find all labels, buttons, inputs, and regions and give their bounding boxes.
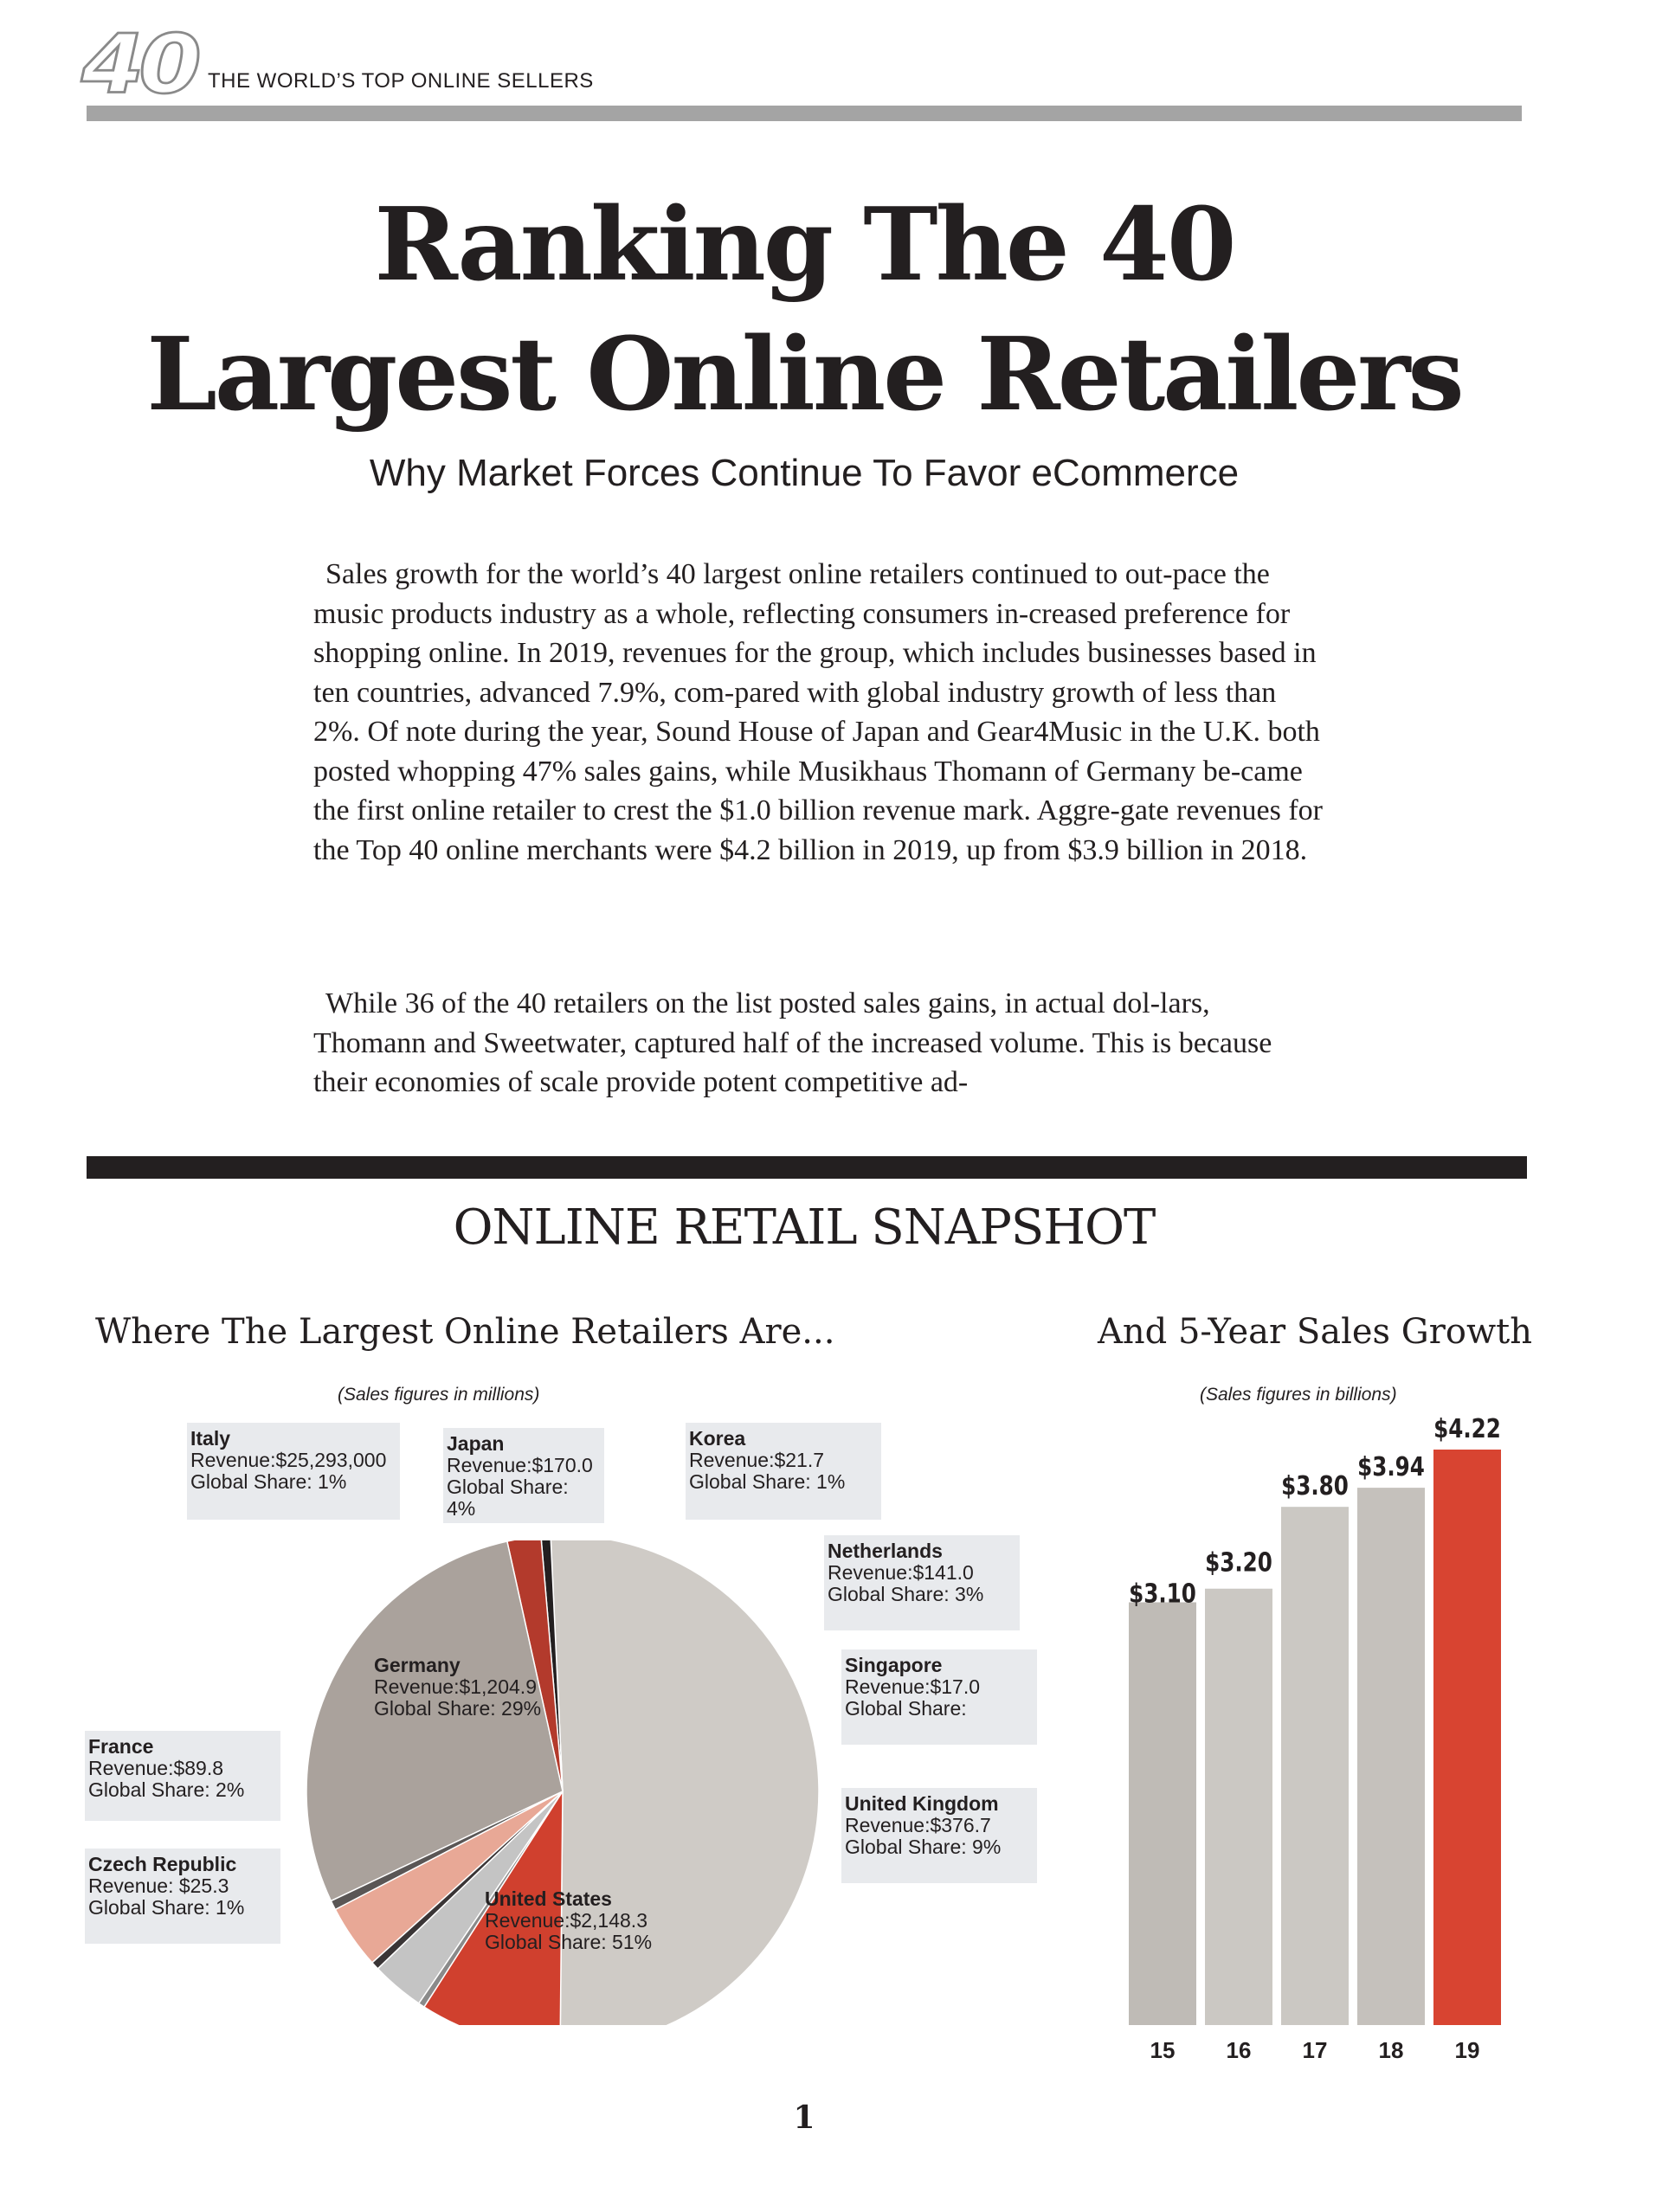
header-rule	[87, 106, 1522, 121]
country-share: Global Share: 1%	[88, 1896, 245, 1919]
bar-value-label: $3.80	[1281, 1472, 1349, 1501]
article-paragraph: While 36 of the 40 retailers on the list…	[313, 987, 1272, 1098]
country-share: Global Share: 2%	[88, 1778, 245, 1801]
country-revenue: Revenue:$141.0	[828, 1561, 974, 1584]
bar-units-note: (Sales figures in billions)	[1200, 1385, 1397, 1405]
snapshot-title: ONLINE RETAIL SNAPSHOT	[453, 1199, 1156, 1256]
section-label: THE WORLD’S TOP ONLINE SELLERS	[208, 69, 594, 93]
title-line-2: Largest Online Retailers	[146, 316, 1464, 434]
sales-growth-bar-chart: $3.10 15 $3.20 16 $3.80 17 $3.94 18 $4.22 19	[1129, 1415, 1501, 2060]
article-paragraph: Sales growth for the world’s 40 largest …	[313, 558, 1323, 866]
title-line-1: Ranking The 40	[374, 186, 1236, 304]
country-name: France	[88, 1735, 154, 1758]
country-pie-chart	[306, 1540, 820, 2025]
x-tick-label: 16	[1227, 2037, 1252, 2060]
pie-slice-united-states	[550, 1540, 820, 2025]
bar-17	[1281, 1507, 1349, 2025]
country-share: Global Share:	[845, 1697, 967, 1720]
top-40-logo: 40	[81, 16, 203, 112]
bar-15	[1129, 1602, 1196, 2025]
pie-slice-germany	[306, 1540, 564, 1902]
country-share: Global Share: 1%	[190, 1470, 347, 1493]
x-tick-label: 17	[1303, 2037, 1328, 2060]
country-box-france: France Revenue:$89.8 Global Share: 2%	[85, 1731, 280, 1821]
country-share: Global Share: 51%	[485, 1931, 653, 1953]
country-box-singapore: Singapore Revenue:$17.0 Global Share:	[841, 1649, 1037, 1745]
country-label-germany: Germany Revenue:$1,204.9 Global Share: 2…	[370, 1649, 561, 1739]
country-revenue: Revenue:$25,293,000	[190, 1449, 387, 1471]
bar-value-label: $3.20	[1205, 1548, 1272, 1578]
country-revenue: Revenue:$1,204.9	[374, 1675, 537, 1698]
country-name: United States	[485, 1887, 612, 1910]
x-tick-label: 15	[1150, 2037, 1176, 2060]
country-box-korea: Korea Revenue:$21.7 Global Share: 1%	[686, 1423, 881, 1520]
country-name: Japan	[447, 1432, 505, 1455]
page-title: Ranking The 40 Largest Online Retailers	[0, 180, 1608, 440]
country-revenue: Revenue: $25.3	[88, 1874, 229, 1897]
country-name: Netherlands	[828, 1540, 943, 1562]
country-name: Korea	[689, 1427, 746, 1450]
country-name: Czech Republic	[88, 1853, 237, 1875]
pie-heading: Where The Largest Online Retailers Are..…	[95, 1312, 835, 1352]
country-box-japan: Japan Revenue:$170.0 Global Share: 4%	[443, 1428, 604, 1523]
bar-19	[1433, 1450, 1501, 2025]
country-name: United Kingdom	[845, 1792, 999, 1815]
bar-18	[1357, 1488, 1425, 2025]
country-box-uk: United Kingdom Revenue:$376.7 Global Sha…	[841, 1788, 1037, 1883]
pie-slice-united-kingdom	[423, 1789, 564, 2025]
country-share: Global Share: 4%	[447, 1476, 569, 1520]
country-box-netherlands: Netherlands Revenue:$141.0 Global Share:…	[824, 1535, 1020, 1630]
bar-value-label: $3.10	[1129, 1579, 1196, 1609]
page-number: 1	[793, 2099, 815, 2136]
country-share: Global Share: 9%	[845, 1836, 1002, 1858]
bar-value-label: $4.22	[1433, 1415, 1501, 1444]
country-share: Global Share: 29%	[374, 1697, 542, 1720]
country-revenue: Revenue:$21.7	[689, 1449, 825, 1471]
country-revenue: Revenue:$17.0	[845, 1675, 981, 1698]
country-box-italy: Italy Revenue:$25,293,000 Global Share: …	[187, 1423, 400, 1520]
country-name: Germany	[374, 1654, 461, 1676]
country-revenue: Revenue:$376.7	[845, 1814, 991, 1836]
bar-heading: And 5-Year Sales Growth	[1098, 1312, 1533, 1352]
country-box-czech-republic: Czech Republic Revenue: $25.3 Global Sha…	[85, 1849, 280, 1944]
snapshot-rule	[87, 1156, 1527, 1179]
country-share: Global Share: 1%	[689, 1470, 846, 1493]
pie-units-note: (Sales figures in millions)	[338, 1385, 540, 1405]
country-label-united-states: United States Revenue:$2,148.3 Global Sh…	[481, 1883, 672, 1973]
country-revenue: Revenue:$2,148.3	[485, 1909, 647, 1932]
x-tick-label: 19	[1455, 2037, 1480, 2060]
country-share: Global Share: 3%	[828, 1583, 984, 1605]
bar-value-label: $3.94	[1357, 1453, 1425, 1482]
country-name: Italy	[190, 1427, 231, 1450]
bar-16	[1205, 1588, 1272, 2025]
country-revenue: Revenue:$89.8	[88, 1757, 224, 1779]
x-tick-label: 18	[1379, 2037, 1404, 2060]
pie-slice-czech-republic	[540, 1540, 564, 1792]
page-subtitle: Why Market Forces Continue To Favor eCom…	[369, 452, 1240, 494]
country-revenue: Revenue:$170.0	[447, 1454, 593, 1476]
country-name: Singapore	[845, 1654, 943, 1676]
